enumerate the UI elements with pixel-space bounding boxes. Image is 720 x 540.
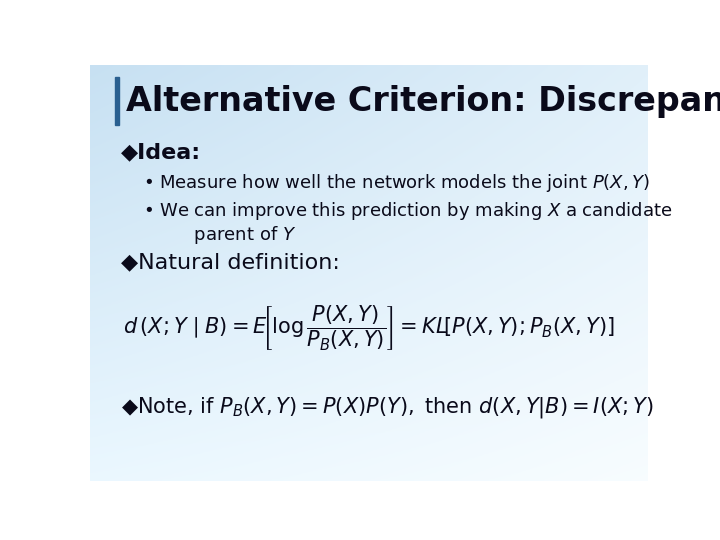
Text: • We can improve this prediction by making $X$ a candidate: • We can improve this prediction by maki… bbox=[143, 200, 672, 222]
Text: ◆Note, if $P_B(X,Y) = P(X)P(Y),$ then $d(X,Y|B) = I(X;Y)$: ◆Note, if $P_B(X,Y) = P(X)P(Y),$ then $d… bbox=[121, 395, 654, 420]
Text: $d\,(X;Y \mid B) = E\!\left[\log\dfrac{P(X,Y)}{P_B(X,Y)}\right] = KL\!\left[P(X,: $d\,(X;Y \mid B) = E\!\left[\log\dfrac{P… bbox=[123, 304, 615, 353]
Text: Alternative Criterion: Discrepancy: Alternative Criterion: Discrepancy bbox=[126, 85, 720, 118]
Bar bbox=[115, 77, 119, 125]
Text: • Measure how well the network models the joint $P(X,Y)$: • Measure how well the network models th… bbox=[143, 172, 650, 194]
Text: ◆Natural definition:: ◆Natural definition: bbox=[121, 252, 340, 272]
Text: parent of $Y$: parent of $Y$ bbox=[171, 224, 296, 246]
Text: ◆Idea:: ◆Idea: bbox=[121, 142, 201, 162]
